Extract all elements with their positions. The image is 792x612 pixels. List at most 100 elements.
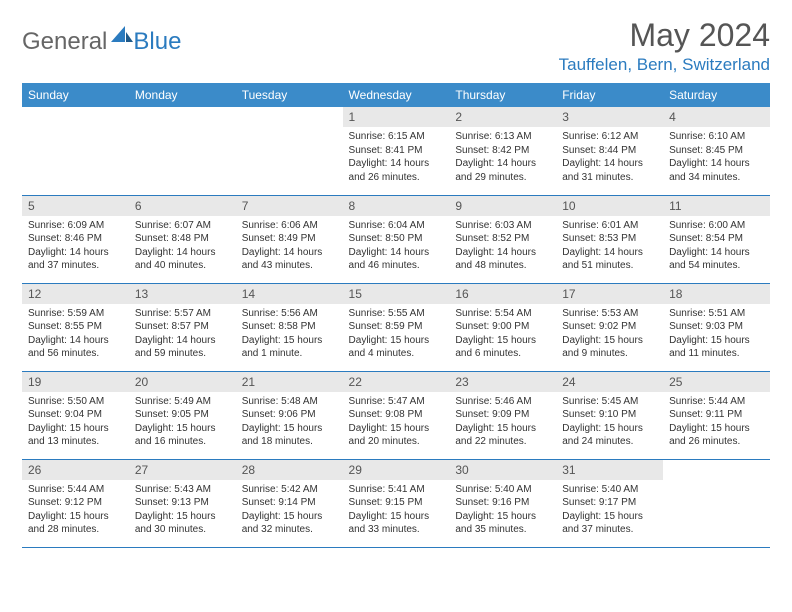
sunrise-line: Sunrise: 6:07 AM <box>135 219 230 233</box>
sunset-line: Sunset: 9:12 PM <box>28 496 123 510</box>
calendar-day-cell: 31Sunrise: 5:40 AMSunset: 9:17 PMDayligh… <box>556 459 663 547</box>
day-number: 16 <box>449 284 556 304</box>
sunrise-line: Sunrise: 5:55 AM <box>349 307 444 321</box>
daylight-line: Daylight: 15 hours and 9 minutes. <box>562 334 657 361</box>
sunset-line: Sunset: 9:06 PM <box>242 408 337 422</box>
sunrise-line: Sunrise: 5:49 AM <box>135 395 230 409</box>
day-content: Sunrise: 6:10 AMSunset: 8:45 PMDaylight:… <box>663 127 770 190</box>
sunrise-line: Sunrise: 5:50 AM <box>28 395 123 409</box>
calendar-day-cell: 9Sunrise: 6:03 AMSunset: 8:52 PMDaylight… <box>449 195 556 283</box>
weekday-header: Friday <box>556 83 663 107</box>
sunrise-line: Sunrise: 5:45 AM <box>562 395 657 409</box>
day-content: Sunrise: 5:42 AMSunset: 9:14 PMDaylight:… <box>236 480 343 543</box>
calendar-day-cell: 25Sunrise: 5:44 AMSunset: 9:11 PMDayligh… <box>663 371 770 459</box>
sunrise-line: Sunrise: 5:51 AM <box>669 307 764 321</box>
daylight-line: Daylight: 15 hours and 28 minutes. <box>28 510 123 537</box>
sunset-line: Sunset: 8:58 PM <box>242 320 337 334</box>
day-number: 14 <box>236 284 343 304</box>
calendar-day-cell: 24Sunrise: 5:45 AMSunset: 9:10 PMDayligh… <box>556 371 663 459</box>
calendar-day-cell: 23Sunrise: 5:46 AMSunset: 9:09 PMDayligh… <box>449 371 556 459</box>
calendar-day-cell: 18Sunrise: 5:51 AMSunset: 9:03 PMDayligh… <box>663 283 770 371</box>
daylight-line: Daylight: 15 hours and 13 minutes. <box>28 422 123 449</box>
calendar-day-cell: 10Sunrise: 6:01 AMSunset: 8:53 PMDayligh… <box>556 195 663 283</box>
calendar-week-row: ...1Sunrise: 6:15 AMSunset: 8:41 PMDayli… <box>22 107 770 195</box>
weekday-header: Saturday <box>663 83 770 107</box>
sunrise-line: Sunrise: 5:48 AM <box>242 395 337 409</box>
sunset-line: Sunset: 9:03 PM <box>669 320 764 334</box>
sunrise-line: Sunrise: 5:47 AM <box>349 395 444 409</box>
calendar-week-row: 19Sunrise: 5:50 AMSunset: 9:04 PMDayligh… <box>22 371 770 459</box>
day-content: Sunrise: 5:57 AMSunset: 8:57 PMDaylight:… <box>129 304 236 367</box>
calendar-day-cell: 14Sunrise: 5:56 AMSunset: 8:58 PMDayligh… <box>236 283 343 371</box>
calendar-table: SundayMondayTuesdayWednesdayThursdayFrid… <box>22 83 770 548</box>
sunrise-line: Sunrise: 6:15 AM <box>349 130 444 144</box>
sunrise-line: Sunrise: 5:40 AM <box>455 483 550 497</box>
sunrise-line: Sunrise: 6:00 AM <box>669 219 764 233</box>
daylight-line: Daylight: 15 hours and 22 minutes. <box>455 422 550 449</box>
sunset-line: Sunset: 8:48 PM <box>135 232 230 246</box>
calendar-day-cell: . <box>663 459 770 547</box>
day-number: 2 <box>449 107 556 127</box>
day-content: Sunrise: 5:53 AMSunset: 9:02 PMDaylight:… <box>556 304 663 367</box>
weekday-header: Wednesday <box>343 83 450 107</box>
calendar-day-cell: 5Sunrise: 6:09 AMSunset: 8:46 PMDaylight… <box>22 195 129 283</box>
sunset-line: Sunset: 9:10 PM <box>562 408 657 422</box>
day-content: Sunrise: 6:07 AMSunset: 8:48 PMDaylight:… <box>129 216 236 279</box>
daylight-line: Daylight: 14 hours and 37 minutes. <box>28 246 123 273</box>
day-content: Sunrise: 6:12 AMSunset: 8:44 PMDaylight:… <box>556 127 663 190</box>
day-number: 10 <box>556 196 663 216</box>
day-content: Sunrise: 5:44 AMSunset: 9:12 PMDaylight:… <box>22 480 129 543</box>
calendar-day-cell: 16Sunrise: 5:54 AMSunset: 9:00 PMDayligh… <box>449 283 556 371</box>
sunrise-line: Sunrise: 6:13 AM <box>455 130 550 144</box>
daylight-line: Daylight: 14 hours and 34 minutes. <box>669 157 764 184</box>
day-number: 30 <box>449 460 556 480</box>
sunset-line: Sunset: 9:17 PM <box>562 496 657 510</box>
logo-text-blue: Blue <box>133 28 181 56</box>
day-number: 15 <box>343 284 450 304</box>
day-content: Sunrise: 6:03 AMSunset: 8:52 PMDaylight:… <box>449 216 556 279</box>
sunrise-line: Sunrise: 5:53 AM <box>562 307 657 321</box>
calendar-day-cell: 21Sunrise: 5:48 AMSunset: 9:06 PMDayligh… <box>236 371 343 459</box>
daylight-line: Daylight: 15 hours and 32 minutes. <box>242 510 337 537</box>
day-content: Sunrise: 6:09 AMSunset: 8:46 PMDaylight:… <box>22 216 129 279</box>
sunrise-line: Sunrise: 5:43 AM <box>135 483 230 497</box>
calendar-day-cell: 22Sunrise: 5:47 AMSunset: 9:08 PMDayligh… <box>343 371 450 459</box>
calendar-day-cell: 19Sunrise: 5:50 AMSunset: 9:04 PMDayligh… <box>22 371 129 459</box>
weekday-header: Tuesday <box>236 83 343 107</box>
daylight-line: Daylight: 15 hours and 30 minutes. <box>135 510 230 537</box>
daylight-line: Daylight: 15 hours and 37 minutes. <box>562 510 657 537</box>
day-number: 5 <box>22 196 129 216</box>
daylight-line: Daylight: 15 hours and 24 minutes. <box>562 422 657 449</box>
sunset-line: Sunset: 9:14 PM <box>242 496 337 510</box>
sunset-line: Sunset: 8:44 PM <box>562 144 657 158</box>
day-number: 28 <box>236 460 343 480</box>
day-number: 19 <box>22 372 129 392</box>
sunset-line: Sunset: 9:15 PM <box>349 496 444 510</box>
day-number: 17 <box>556 284 663 304</box>
day-content: Sunrise: 5:54 AMSunset: 9:00 PMDaylight:… <box>449 304 556 367</box>
calendar-day-cell: 11Sunrise: 6:00 AMSunset: 8:54 PMDayligh… <box>663 195 770 283</box>
weekday-header: Thursday <box>449 83 556 107</box>
day-number: 8 <box>343 196 450 216</box>
daylight-line: Daylight: 15 hours and 26 minutes. <box>669 422 764 449</box>
calendar-header-row: SundayMondayTuesdayWednesdayThursdayFrid… <box>22 83 770 107</box>
sunrise-line: Sunrise: 6:12 AM <box>562 130 657 144</box>
day-content: Sunrise: 5:41 AMSunset: 9:15 PMDaylight:… <box>343 480 450 543</box>
sunset-line: Sunset: 9:13 PM <box>135 496 230 510</box>
day-number: 31 <box>556 460 663 480</box>
day-content: Sunrise: 6:13 AMSunset: 8:42 PMDaylight:… <box>449 127 556 190</box>
sunrise-line: Sunrise: 5:46 AM <box>455 395 550 409</box>
daylight-line: Daylight: 14 hours and 46 minutes. <box>349 246 444 273</box>
calendar-day-cell: 26Sunrise: 5:44 AMSunset: 9:12 PMDayligh… <box>22 459 129 547</box>
day-content: Sunrise: 5:46 AMSunset: 9:09 PMDaylight:… <box>449 392 556 455</box>
calendar-day-cell: 30Sunrise: 5:40 AMSunset: 9:16 PMDayligh… <box>449 459 556 547</box>
sunset-line: Sunset: 9:05 PM <box>135 408 230 422</box>
day-content: Sunrise: 5:50 AMSunset: 9:04 PMDaylight:… <box>22 392 129 455</box>
sunrise-line: Sunrise: 5:54 AM <box>455 307 550 321</box>
logo-text-general: General <box>22 28 107 56</box>
calendar-day-cell: 4Sunrise: 6:10 AMSunset: 8:45 PMDaylight… <box>663 107 770 195</box>
daylight-line: Daylight: 14 hours and 26 minutes. <box>349 157 444 184</box>
logo-sail-icon <box>111 26 133 49</box>
day-content: Sunrise: 6:00 AMSunset: 8:54 PMDaylight:… <box>663 216 770 279</box>
sunset-line: Sunset: 9:11 PM <box>669 408 764 422</box>
